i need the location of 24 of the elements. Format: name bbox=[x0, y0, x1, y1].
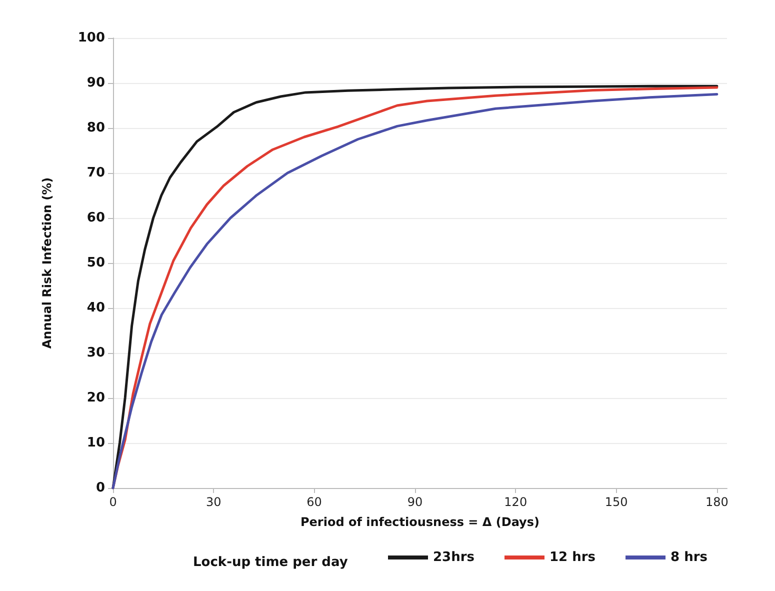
legend-title: Lock-up time per day bbox=[193, 555, 348, 570]
x-tick-label: 150 bbox=[604, 495, 628, 509]
x-tick-label: 0 bbox=[109, 495, 117, 509]
x-tick-label: 120 bbox=[504, 495, 528, 509]
x-axis-title: Period of infectiousness = Δ (Days) bbox=[300, 515, 540, 529]
y-tick-label: 20 bbox=[86, 390, 105, 406]
y-tick-label: 90 bbox=[86, 76, 105, 90]
y-tick-label: 50 bbox=[86, 256, 105, 270]
legend-label: 8 hrs bbox=[670, 550, 708, 565]
y-tick-label: 60 bbox=[86, 210, 105, 226]
x-tick-label: 90 bbox=[407, 495, 423, 509]
y-tick-label: 80 bbox=[86, 120, 105, 136]
x-tick-label: 30 bbox=[206, 495, 222, 509]
y-tick-label: 40 bbox=[86, 300, 105, 316]
y-tick-label: 10 bbox=[86, 436, 105, 450]
x-tick-label: 60 bbox=[306, 495, 322, 509]
y-tick-label: 0 bbox=[96, 480, 105, 496]
y-tick-label: 70 bbox=[86, 166, 105, 180]
x-tick-label: 180 bbox=[705, 495, 728, 509]
y-tick-label: 30 bbox=[86, 346, 105, 360]
legend-label: 23hrs bbox=[433, 550, 475, 565]
legend-label: 12 hrs bbox=[549, 550, 596, 565]
y-axis-title: Annual Risk Infection (%) bbox=[40, 177, 54, 349]
y-tick-label: 100 bbox=[78, 30, 105, 46]
